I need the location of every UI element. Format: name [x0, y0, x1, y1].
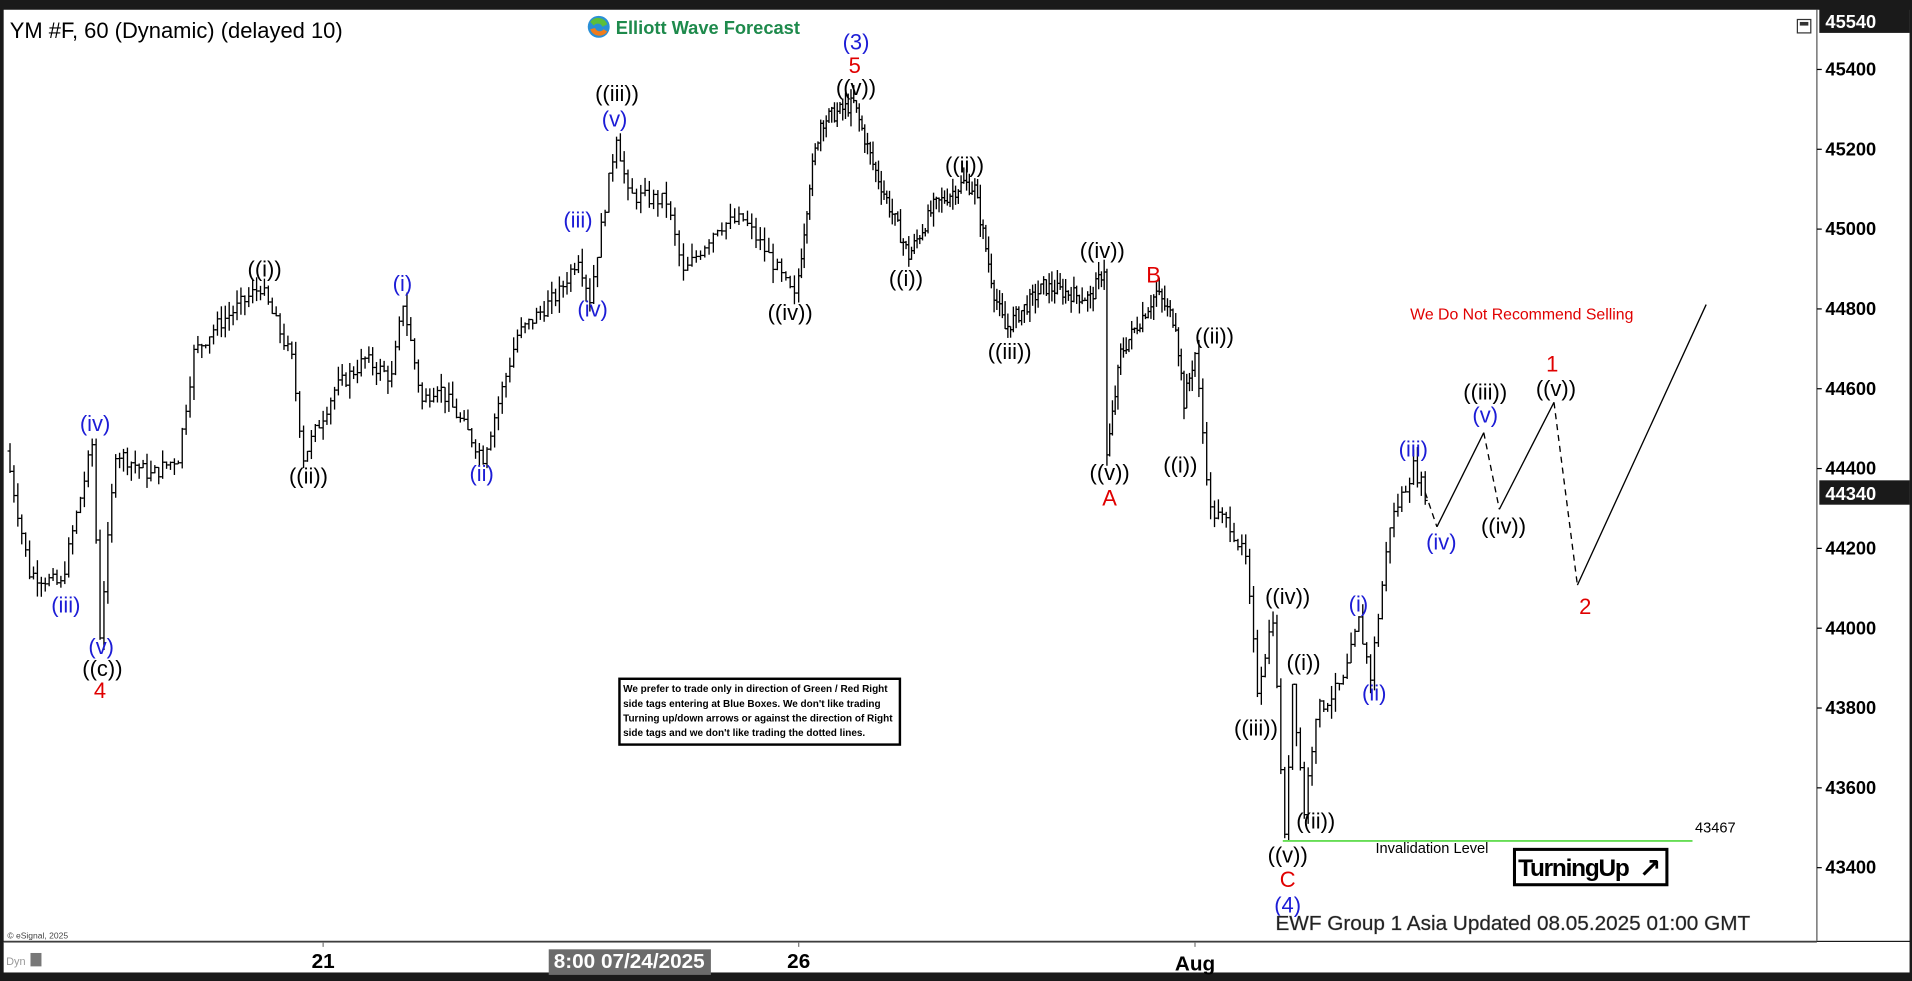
wave-label: C	[1280, 867, 1296, 892]
wave-label: B	[1146, 262, 1161, 287]
y-tick-label: 44600	[1825, 378, 1876, 399]
wave-label: (iv)	[80, 411, 110, 436]
y-tick-label: 44400	[1825, 458, 1876, 479]
last-price-label: 44340	[1819, 480, 1910, 505]
wave-label: ((v))	[836, 75, 876, 100]
svg-text:side tags and we don't like tr: side tags and we don't like trading the …	[623, 728, 865, 739]
y-tick-label: 43800	[1825, 697, 1876, 718]
wave-label: 2	[1579, 594, 1591, 619]
wave-label: ((i))	[1286, 650, 1320, 675]
projection-segment	[1424, 492, 1438, 528]
wave-label: (v)	[602, 106, 628, 131]
wave-label: ((v))	[1268, 843, 1308, 868]
updated-stamp: EWF Group 1 Asia Updated 08.05.2025 01:0…	[1275, 912, 1750, 935]
wave-label: 5	[849, 53, 861, 78]
turning-up-badge: TurningUp ↗	[1512, 847, 1669, 887]
disclaimer-box: We prefer to trade only in direction of …	[618, 677, 902, 746]
wave-label: ((v))	[1090, 460, 1130, 485]
projection-segment	[1436, 432, 1485, 528]
y-tick-label: 43400	[1825, 857, 1876, 878]
wave-label: ((iv))	[1481, 513, 1526, 538]
svg-text:Turning up/down arrows or agai: Turning up/down arrows or against the di…	[623, 713, 893, 724]
x-tick-21: 21	[312, 950, 335, 973]
wave-label: A	[1102, 485, 1117, 510]
recommendation-note: We Do Not Recommend Selling	[1410, 306, 1633, 323]
wave-label: ((iii))	[1463, 379, 1507, 404]
wave-label: ((iii))	[988, 339, 1032, 364]
invalidation-value: 43467	[1695, 820, 1736, 836]
wave-label: ((iv))	[1265, 584, 1310, 609]
wave-label: ((iv))	[1080, 238, 1125, 263]
x-cursor-label: 8:00 07/24/2025	[554, 950, 705, 973]
wave-label: (i)	[393, 271, 413, 296]
wave-label: ((iii))	[595, 81, 639, 106]
wave-label: 4	[94, 678, 106, 703]
wave-label: (ii)	[469, 461, 493, 486]
wave-label: (iii)	[1399, 437, 1428, 462]
y-tick-label: 44200	[1825, 537, 1876, 558]
y-tick-label: 45400	[1825, 59, 1876, 80]
wave-label: (iv)	[1426, 529, 1456, 554]
lock-icon[interactable]	[30, 952, 42, 967]
y-tick-label: 45200	[1825, 138, 1876, 159]
time-axis[interactable]	[3, 942, 1910, 973]
symbol-title: YM #F, 60 (Dynamic) (delayed 10)	[10, 18, 343, 43]
wave-label: 1	[1546, 351, 1558, 376]
wave-label: ((v))	[1536, 376, 1576, 401]
wave-label: ((iii))	[1234, 716, 1278, 741]
plot-area[interactable]	[3, 9, 1817, 941]
wave-label: (i)	[1349, 591, 1369, 616]
top-price-label: 45540	[1819, 8, 1910, 33]
projection-segment	[1498, 402, 1555, 510]
wave-label: (v)	[88, 634, 114, 659]
wave-label: ((ii))	[1296, 808, 1335, 833]
wave-label: ((i))	[248, 256, 282, 281]
x-tick-aug: Aug	[1175, 953, 1215, 976]
svg-text:Elliott Wave Forecast: Elliott Wave Forecast	[616, 17, 800, 38]
wave-label: ((ii))	[289, 464, 328, 489]
price-axis[interactable]	[1816, 9, 1910, 941]
wave-label: ((iv))	[768, 300, 813, 325]
wave-label: ((ii))	[945, 153, 984, 178]
price-bars	[7, 85, 1428, 841]
wave-label: ((ii))	[1195, 323, 1234, 348]
projection-segment	[1483, 432, 1501, 510]
svg-text:TurningUp: TurningUp	[1518, 855, 1629, 882]
wave-label: (4)	[1274, 892, 1301, 917]
svg-text:side tags entering at Blue Box: side tags entering at Blue Boxes. We don…	[623, 699, 880, 710]
copyright: © eSignal, 2025	[7, 930, 68, 940]
wave-label: (3)	[843, 30, 870, 55]
wave-label: ((i))	[889, 266, 923, 291]
svg-text:44340: 44340	[1825, 483, 1876, 504]
wave-label: ((c))	[82, 656, 122, 681]
wave-label: ((i))	[1163, 453, 1197, 478]
y-axis-ticks: 45400 45200 45000 44800 44600 44400 44200 44000…	[1816, 59, 1876, 878]
y-tick-label: 45000	[1825, 218, 1876, 239]
x-cursor-box	[548, 949, 711, 975]
x-axis-ticks: 21 8:00 07/24/2025 26 Aug	[312, 942, 1215, 976]
brand-logo: Elliott Wave Forecast	[587, 15, 800, 38]
y-tick-label: 44000	[1825, 617, 1876, 638]
wave-label: (v)	[1472, 403, 1498, 428]
wave-label: (iv)	[577, 297, 607, 322]
svg-text:We prefer to trade only in dir: We prefer to trade only in direction of …	[623, 684, 888, 695]
projection-segment	[1553, 402, 1579, 586]
y-tick-label: 43600	[1825, 777, 1876, 798]
maximize-icon[interactable]	[1796, 18, 1812, 34]
y-tick-label: 44800	[1825, 298, 1876, 319]
x-tick-26: 26	[787, 950, 810, 973]
wave-labels: (iv)(iii)(v)((c))4((i))((ii))(i)(ii)(iii…	[51, 30, 1591, 918]
projection-lines	[1424, 304, 1707, 586]
invalidation-label: Invalidation Level	[1375, 841, 1488, 857]
projection-segment	[1576, 304, 1707, 586]
arrow-up-right-icon: ↗	[1639, 853, 1661, 884]
wave-label: (iii)	[563, 208, 592, 233]
svg-text:45540: 45540	[1825, 11, 1876, 32]
dyn-label: Dyn	[6, 956, 26, 968]
wave-label: (iii)	[51, 593, 80, 618]
wave-label: (ii)	[1362, 680, 1386, 705]
